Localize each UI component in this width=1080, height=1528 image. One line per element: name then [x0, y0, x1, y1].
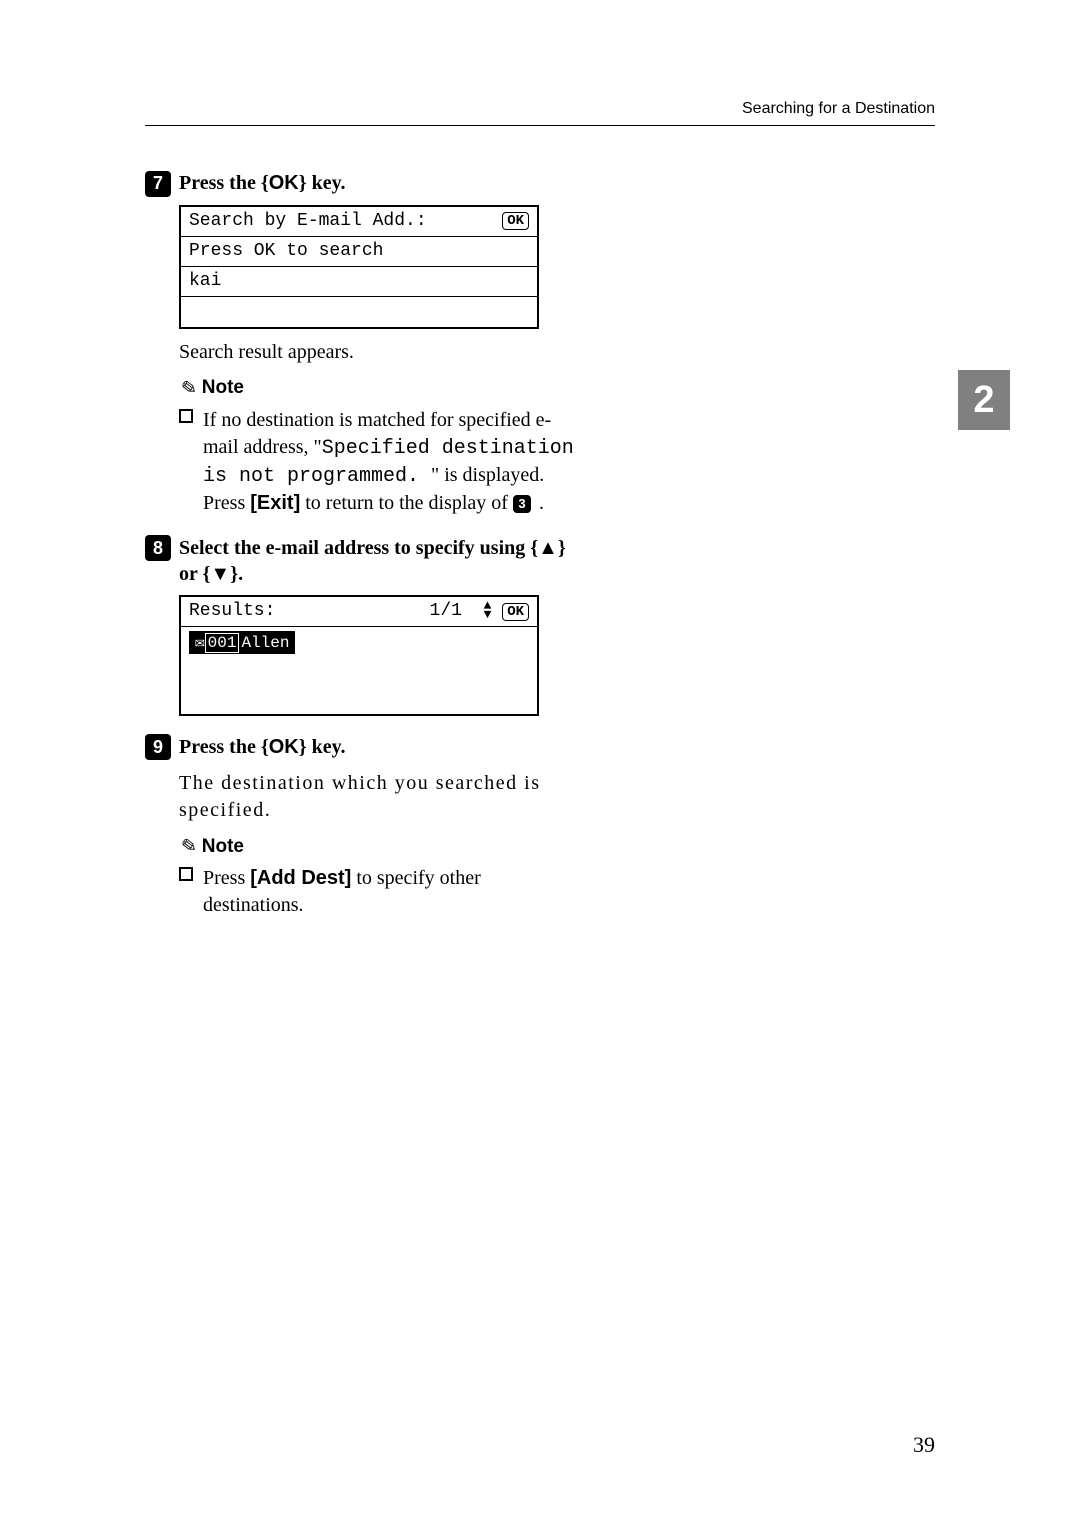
note-bullet-icon — [179, 409, 193, 423]
note-header-7: ✎ Note — [179, 376, 585, 401]
lcd-results-right: 1/1 ▲▼ OK — [430, 601, 529, 621]
step-8-instruction: Select the e-mail address to specify usi… — [179, 535, 585, 587]
note-icon-2: ✎ — [176, 832, 199, 860]
up-arrow-key: ▲ — [538, 537, 558, 559]
lcd-row-1: Search by E-mail Add.: OK — [181, 207, 537, 237]
down-arrow-key: ▼ — [210, 563, 230, 585]
lcd-screen-search: Search by E-mail Add.: OK Press OK to se… — [179, 205, 539, 329]
note-7-text-4: . — [539, 492, 544, 514]
lcd-results-row-4 — [181, 686, 537, 714]
step-8-number: 8 — [145, 535, 171, 561]
step-9: 9 Press the {OK} key. The destination wh… — [145, 734, 585, 920]
exit-button-ref: [Exit] — [250, 492, 300, 514]
lcd-dest-name: Allen — [241, 634, 289, 652]
step-7-instruction: Press the {OK} key. — [179, 170, 346, 196]
ok-key-label: OK — [269, 172, 299, 194]
lcd-results-row-2: ✉001Allen — [181, 627, 537, 658]
step-7-header: 7 Press the {OK} key. — [145, 170, 585, 197]
lcd-results-row-1: Results: 1/1 ▲▼ OK — [181, 597, 537, 627]
step-8-text-1: Select the e-mail address to specify usi… — [179, 537, 530, 559]
add-dest-button-ref: [Add Dest] — [250, 867, 351, 889]
note-item-9: Press [Add Dest] to specify other destin… — [179, 865, 585, 919]
lcd-results-label: Results: — [189, 601, 275, 621]
chapter-tab: 2 — [958, 370, 1010, 430]
header-section-title: Searching for a Destination — [742, 100, 935, 118]
note-icon: ✎ — [176, 374, 199, 402]
lcd-selected-result: ✉001Allen — [189, 631, 295, 654]
step-7-prefix: Press the — [179, 172, 261, 194]
step-8-or: or — [179, 563, 203, 585]
note-item-7: If no destination is matched for specifi… — [179, 407, 585, 517]
step-7-suffix: key. — [307, 172, 346, 194]
lcd-row-3: kai — [181, 267, 537, 297]
step-9-body: The destination which you searched is sp… — [179, 770, 585, 824]
main-content: 7 Press the {OK} key. Search by E-mail A… — [145, 170, 585, 937]
step-9-number: 9 — [145, 734, 171, 760]
lcd-results-row-3 — [181, 658, 537, 686]
step-3-ref: 3 — [513, 495, 531, 513]
step-9-header: 9 Press the {OK} key. — [145, 734, 585, 761]
ok-key-label-2: OK — [269, 736, 299, 758]
search-result-text: Search result appears. — [179, 339, 585, 366]
lcd-search-label: Search by E-mail Add.: — [189, 211, 427, 231]
step-8: 8 Select the e-mail address to specify u… — [145, 535, 585, 716]
step-9-prefix: Press the — [179, 736, 261, 758]
step-7-number: 7 — [145, 171, 171, 197]
note-label-2: Note — [202, 836, 244, 858]
lcd-row-4 — [181, 297, 537, 327]
lcd-ok-indicator-2: OK — [502, 603, 529, 621]
step-9-suffix: key. — [307, 736, 346, 758]
updown-arrows-icon: ▲▼ — [484, 601, 492, 619]
note-bullet-icon-2 — [179, 867, 193, 881]
step-8-header: 8 Select the e-mail address to specify u… — [145, 535, 585, 587]
note-9-text-1: Press — [203, 867, 250, 889]
lcd-press-ok-text: Press OK to search — [189, 241, 383, 261]
note-label: Note — [202, 377, 244, 399]
lcd-count: 1/1 — [430, 601, 462, 621]
lcd-dest-number: 001 — [205, 633, 240, 653]
page-number: 39 — [913, 1432, 935, 1458]
lcd-row-2: Press OK to search — [181, 237, 537, 267]
step-9-instruction: Press the {OK} key. — [179, 734, 346, 760]
note-7-text-3: to return to the display of — [300, 492, 513, 514]
header-divider — [145, 125, 935, 126]
lcd-input-text: kai — [189, 271, 221, 291]
note-header-9: ✎ Note — [179, 834, 585, 859]
step-8-text-2: . — [238, 563, 243, 585]
lcd-screen-results: Results: 1/1 ▲▼ OK ✉001Allen — [179, 595, 539, 716]
lcd-ok-indicator: OK — [502, 212, 529, 230]
step-7: 7 Press the {OK} key. Search by E-mail A… — [145, 170, 585, 517]
